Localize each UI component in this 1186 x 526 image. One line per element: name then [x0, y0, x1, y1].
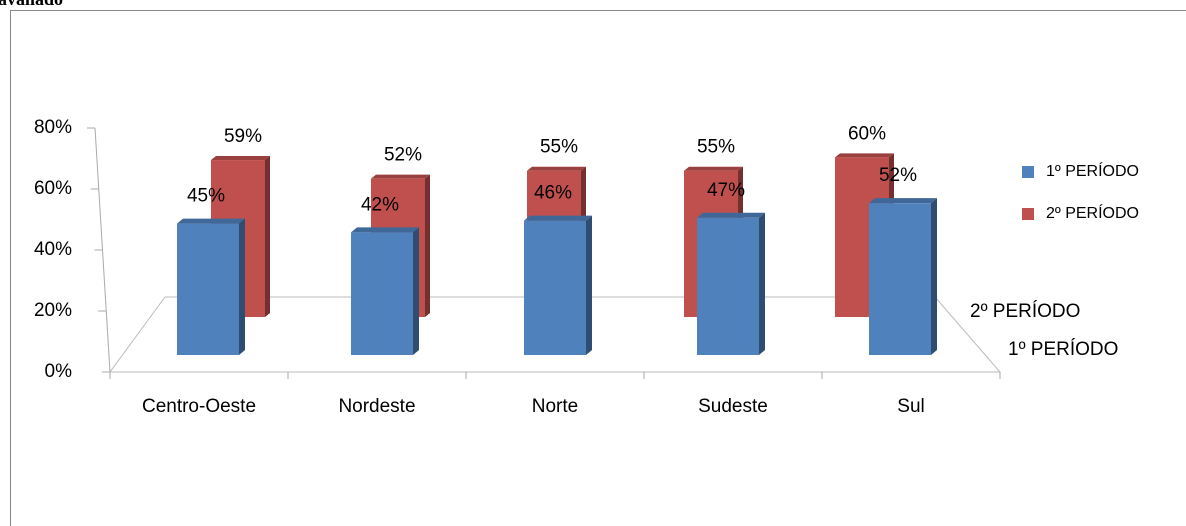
bar-side — [413, 227, 419, 355]
legend-label: 1º PERÍODO — [1046, 161, 1139, 180]
bar — [524, 215, 592, 355]
bar-side — [931, 198, 937, 355]
bar-top — [869, 198, 937, 204]
chart-frame — [10, 10, 1186, 526]
x-tick-label: Sudeste — [698, 396, 768, 417]
y-tick-label: 80% — [34, 117, 72, 138]
x-tick-label: Norte — [532, 396, 578, 417]
depth-label: 2º PERÍODO — [970, 301, 1080, 322]
bar-top — [211, 156, 270, 161]
page-fragment: avaliado — [0, 0, 63, 9]
legend-label: 2º PERÍODO — [1046, 203, 1139, 222]
bar-side — [265, 156, 270, 317]
value-label: 47% — [707, 180, 745, 201]
x-tick-label: Sul — [897, 396, 924, 417]
legend-swatch — [1022, 208, 1034, 220]
bar-top — [351, 227, 419, 233]
bar — [351, 227, 419, 355]
value-label: 42% — [361, 194, 399, 215]
y-tick-label: 20% — [34, 300, 72, 321]
bar-face — [697, 217, 759, 355]
bar-top — [524, 215, 592, 221]
bar-face — [869, 203, 931, 355]
bar-face — [524, 220, 586, 355]
y-tick-label: 0% — [45, 361, 73, 382]
x-tick-label: Nordeste — [338, 396, 415, 417]
bar — [869, 198, 937, 355]
value-label: 52% — [384, 145, 422, 166]
y-tick-label: 40% — [34, 239, 72, 260]
x-tick-label: Centro-Oeste — [142, 396, 256, 417]
bar-side — [759, 212, 765, 355]
value-label: 55% — [540, 137, 578, 158]
bar-top — [697, 212, 765, 218]
bar — [177, 218, 245, 355]
y-tick-label: 60% — [34, 178, 72, 199]
value-label: 59% — [224, 126, 262, 147]
bar-top — [371, 174, 430, 179]
legend-swatch — [1022, 166, 1034, 178]
value-label: 55% — [697, 137, 735, 158]
bar-face — [177, 223, 239, 355]
value-label: 45% — [187, 186, 225, 207]
depth-label: 1º PERÍODO — [1008, 339, 1118, 360]
bar — [697, 212, 765, 355]
value-label: 60% — [848, 123, 886, 144]
bar-top — [684, 166, 743, 171]
bar-face — [351, 232, 413, 355]
value-label: 46% — [534, 183, 572, 204]
bar-top — [527, 166, 586, 171]
bar-top — [835, 153, 894, 158]
bar-top — [177, 218, 245, 224]
bar-side — [239, 218, 245, 355]
bar-side — [586, 215, 592, 355]
value-label: 52% — [879, 165, 917, 186]
bar-side — [425, 174, 430, 317]
